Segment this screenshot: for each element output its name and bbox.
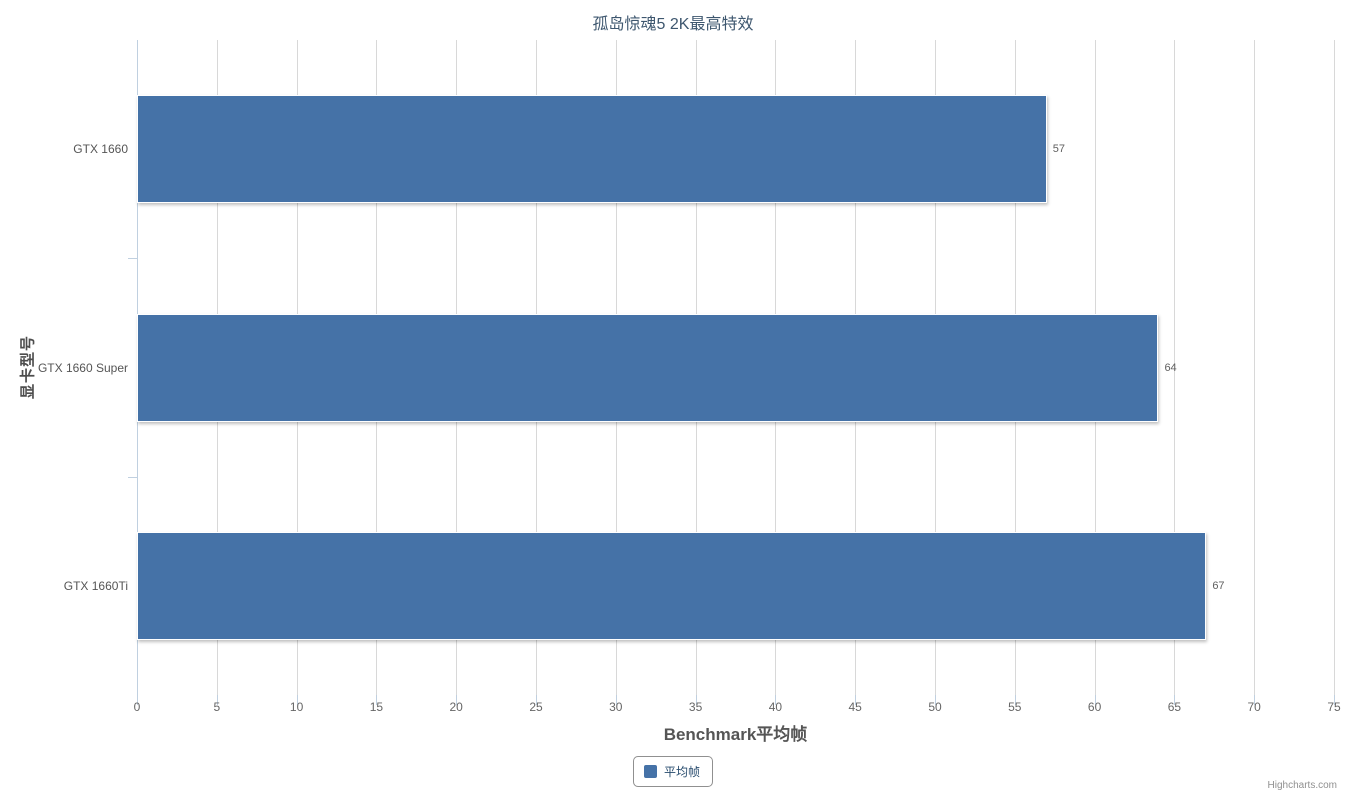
x-axis-tick-label: 5: [213, 700, 221, 714]
y-axis-tick: [128, 477, 137, 478]
x-axis-tick-label: 25: [529, 700, 543, 714]
y-axis-tick: [128, 258, 137, 259]
x-axis-tick-label: 45: [848, 700, 862, 714]
x-axis-title: Benchmark平均帧: [663, 725, 808, 744]
x-axis-tick-label: 60: [1087, 700, 1102, 714]
x-axis-tick-label: 15: [369, 700, 384, 714]
x-axis-tick-label: 55: [1008, 700, 1022, 714]
x-axis-tick-label: 20: [449, 700, 463, 714]
credits-link[interactable]: Highcharts.com: [1267, 780, 1337, 791]
chart-title: 孤岛惊魂5 2K最高特效: [592, 16, 754, 33]
legend: 平均帧: [0, 756, 1346, 787]
category-label: GTX 1660Ti: [63, 579, 128, 593]
x-axis-tick-label: 30: [609, 700, 623, 714]
x-axis-tick-label: 65: [1167, 700, 1182, 714]
x-axis-tick: [376, 695, 378, 705]
legend-swatch-icon: [643, 765, 657, 778]
x-axis-tick: [216, 695, 218, 705]
x-axis-tick: [137, 695, 138, 705]
category-label: GTX 1660 Super: [37, 361, 128, 375]
bar-value-label: 64: [1164, 362, 1177, 374]
x-axis-tick: [1094, 695, 1096, 705]
x-axis-tick: [1174, 695, 1176, 705]
gridline: [1334, 40, 1335, 695]
x-axis-tick: [1334, 695, 1335, 705]
x-axis-tick: [855, 695, 857, 705]
x-axis-tick: [695, 695, 697, 705]
x-axis-tick: [536, 695, 537, 705]
legend-item[interactable]: 平均帧: [632, 756, 713, 787]
x-axis-tick-label: 40: [768, 700, 783, 714]
x-axis-tick: [296, 695, 298, 705]
bar-gtx-1660-super[interactable]: [137, 314, 1158, 422]
x-axis-tick-label: 0: [133, 700, 141, 714]
legend-label: 平均帧: [663, 765, 700, 779]
x-axis-tick-label: 35: [688, 700, 703, 714]
category-label: GTX 1660: [73, 142, 128, 156]
bar-gtx-1660[interactable]: [137, 95, 1047, 203]
x-axis-tick: [775, 695, 777, 705]
x-axis-tick: [1254, 695, 1256, 705]
gridline: [1254, 40, 1256, 695]
x-axis-tick-label: 10: [289, 700, 304, 714]
x-axis-tick: [1014, 695, 1016, 705]
bar-value-label: 67: [1212, 580, 1225, 592]
bar-value-label: 57: [1052, 143, 1065, 155]
gridline: [1174, 40, 1176, 695]
x-axis-tick-label: 70: [1247, 700, 1261, 714]
x-axis-tick: [615, 695, 617, 705]
x-axis-tick-label: 50: [928, 700, 942, 714]
x-axis-tick-label: 75: [1327, 700, 1341, 714]
bar-gtx-1660ti[interactable]: [137, 532, 1206, 640]
x-axis-tick: [935, 695, 936, 705]
x-axis-tick: [456, 695, 458, 705]
